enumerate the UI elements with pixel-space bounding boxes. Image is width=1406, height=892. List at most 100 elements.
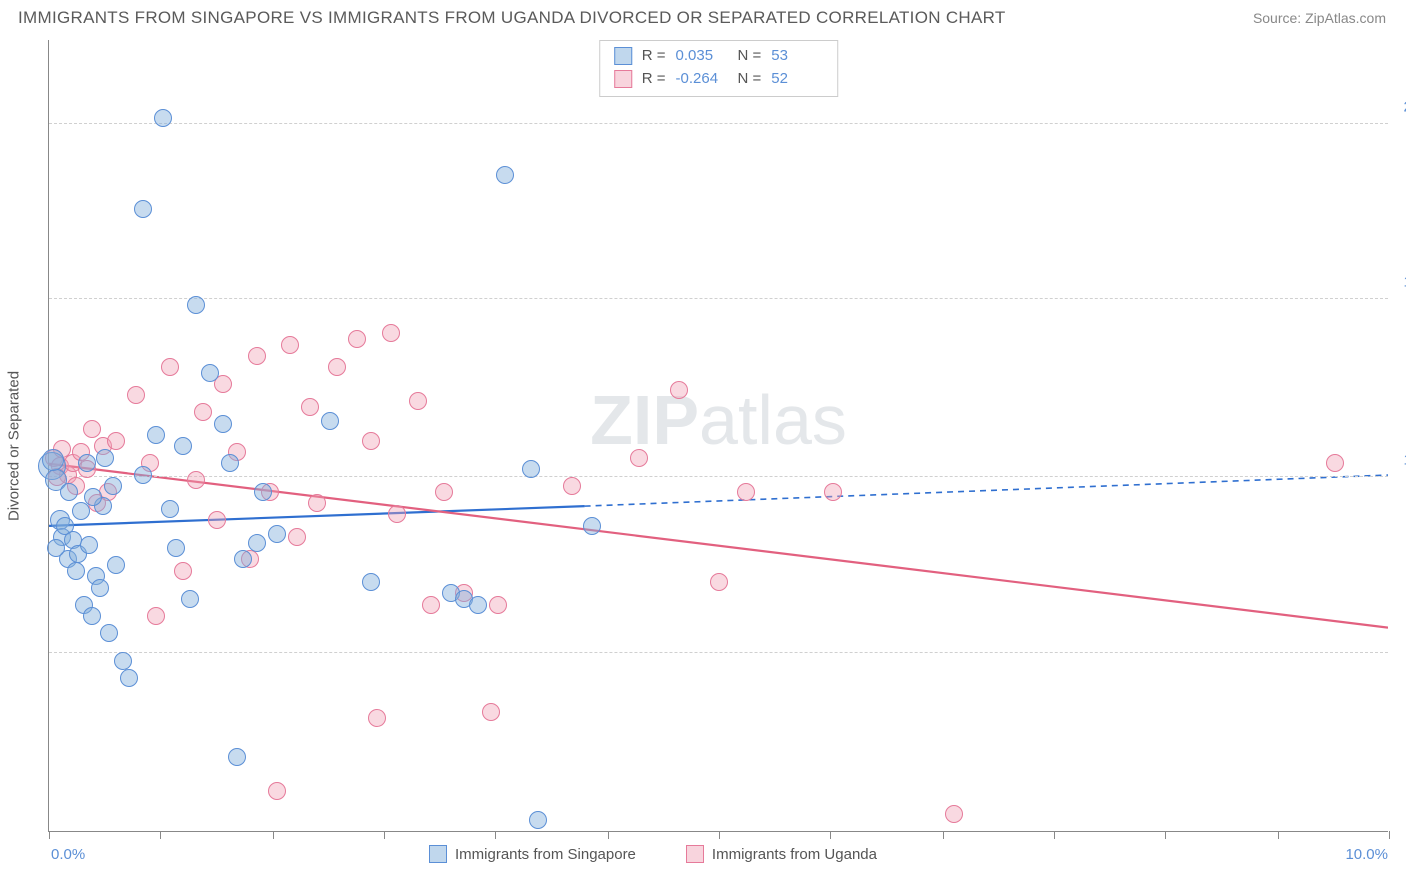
- data-point: [362, 432, 380, 450]
- ytick-label: 18.8%: [1392, 274, 1406, 291]
- ytick-label: 6.3%: [1392, 627, 1406, 644]
- data-point: [84, 488, 102, 506]
- xtick: [943, 831, 944, 839]
- data-point: [248, 347, 266, 365]
- data-point: [308, 494, 326, 512]
- data-point: [67, 562, 85, 580]
- data-point: [563, 477, 581, 495]
- data-point: [254, 483, 272, 501]
- data-point: [100, 624, 118, 642]
- stats-row: R =-0.264N =52: [614, 68, 824, 91]
- data-point: [154, 109, 172, 127]
- data-point: [161, 500, 179, 518]
- chart-plot-area: ZIPatlas R =0.035N =53R =-0.264N =52 Imm…: [48, 40, 1388, 832]
- data-point: [78, 454, 96, 472]
- data-point: [268, 782, 286, 800]
- xtick-label: 0.0%: [51, 846, 85, 863]
- gridline: [49, 476, 1388, 477]
- ytick-label: 25.0%: [1392, 98, 1406, 115]
- data-point: [496, 166, 514, 184]
- data-point: [1326, 454, 1344, 472]
- data-point: [214, 415, 232, 433]
- chart-title: IMMIGRANTS FROM SINGAPORE VS IMMIGRANTS …: [18, 8, 1006, 28]
- data-point: [96, 449, 114, 467]
- data-point: [83, 420, 101, 438]
- watermark: ZIPatlas: [590, 380, 847, 460]
- data-point: [42, 449, 64, 471]
- data-point: [268, 525, 286, 543]
- data-point: [201, 364, 219, 382]
- data-point: [422, 596, 440, 614]
- stat-r-label: R =: [642, 68, 666, 91]
- legend-swatch: [686, 845, 704, 863]
- data-point: [147, 426, 165, 444]
- legend-item: Immigrants from Uganda: [686, 845, 877, 863]
- data-point: [409, 392, 427, 410]
- data-point: [187, 296, 205, 314]
- data-point: [522, 460, 540, 478]
- data-point: [181, 590, 199, 608]
- ytick-label: 12.5%: [1392, 452, 1406, 469]
- data-point: [388, 505, 406, 523]
- xtick: [1278, 831, 1279, 839]
- data-point: [161, 358, 179, 376]
- y-axis-label: Divorced or Separated: [6, 371, 23, 521]
- gridline: [49, 652, 1388, 653]
- data-point: [114, 652, 132, 670]
- stat-n-value: 53: [771, 45, 823, 68]
- data-point: [368, 709, 386, 727]
- xtick: [495, 831, 496, 839]
- data-point: [321, 412, 339, 430]
- data-point: [107, 556, 125, 574]
- data-point: [435, 483, 453, 501]
- data-point: [104, 477, 122, 495]
- xtick: [384, 831, 385, 839]
- data-point: [670, 381, 688, 399]
- data-point: [167, 539, 185, 557]
- data-point: [83, 607, 101, 625]
- data-point: [91, 579, 109, 597]
- data-point: [248, 534, 266, 552]
- data-point: [945, 805, 963, 823]
- data-point: [583, 517, 601, 535]
- data-point: [72, 502, 90, 520]
- data-point: [174, 562, 192, 580]
- data-point: [710, 573, 728, 591]
- data-point: [47, 539, 65, 557]
- data-point: [382, 324, 400, 342]
- stat-r-value: 0.035: [676, 45, 728, 68]
- stat-r-value: -0.264: [676, 68, 728, 91]
- data-point: [147, 607, 165, 625]
- data-point: [208, 511, 226, 529]
- data-point: [134, 466, 152, 484]
- stats-row: R =0.035N =53: [614, 45, 824, 68]
- data-point: [281, 336, 299, 354]
- data-point: [348, 330, 366, 348]
- data-point: [824, 483, 842, 501]
- data-point: [120, 669, 138, 687]
- data-point: [60, 483, 78, 501]
- data-point: [80, 536, 98, 554]
- data-point: [221, 454, 239, 472]
- data-point: [630, 449, 648, 467]
- data-point: [194, 403, 212, 421]
- xtick: [608, 831, 609, 839]
- xtick: [49, 831, 50, 839]
- legend-label: Immigrants from Uganda: [712, 846, 877, 863]
- data-point: [489, 596, 507, 614]
- stat-n-label: N =: [738, 68, 762, 91]
- legend-label: Immigrants from Singapore: [455, 846, 636, 863]
- legend-swatch: [614, 70, 632, 88]
- xtick: [1389, 831, 1390, 839]
- xtick: [1165, 831, 1166, 839]
- data-point: [529, 811, 547, 829]
- data-point: [482, 703, 500, 721]
- data-point: [107, 432, 125, 450]
- stat-n-label: N =: [738, 45, 762, 68]
- bottom-legend: Immigrants from Singapore Immigrants from…: [49, 845, 1388, 863]
- xtick: [830, 831, 831, 839]
- data-point: [328, 358, 346, 376]
- legend-swatch: [429, 845, 447, 863]
- trend-lines: [49, 40, 1388, 831]
- data-point: [301, 398, 319, 416]
